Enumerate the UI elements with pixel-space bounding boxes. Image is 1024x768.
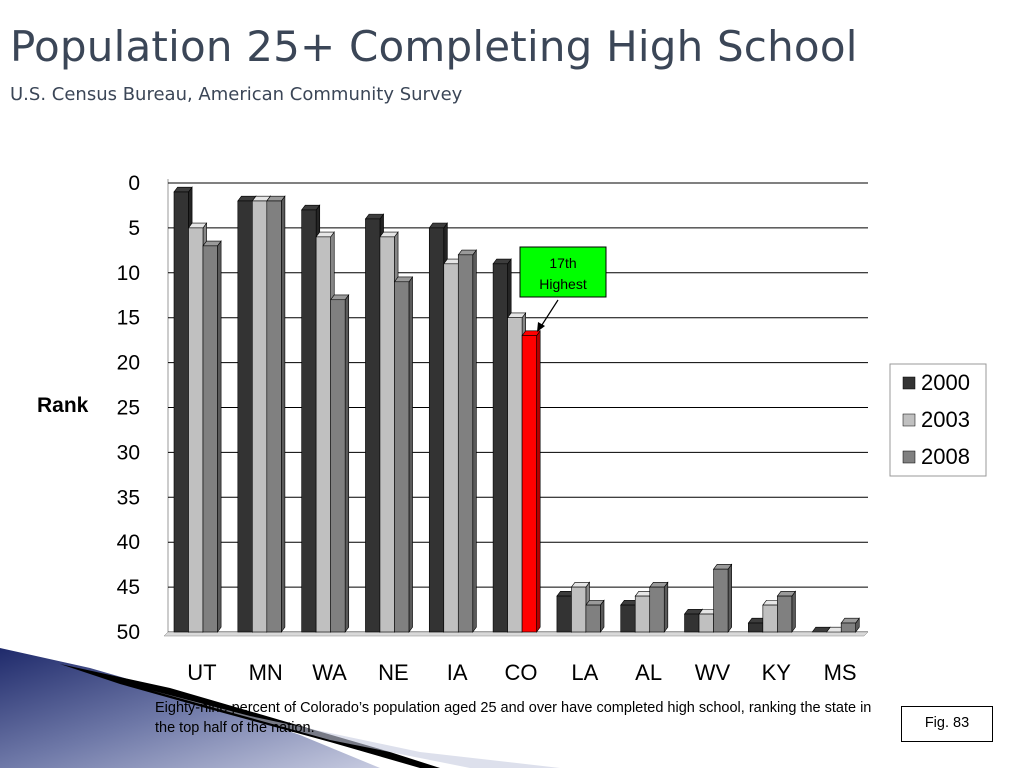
caption-text: Eighty-nine percent of Colorado’s popula… (155, 700, 872, 736)
figure-label: Fig. 83 (924, 715, 970, 731)
x-tick-label: WA (312, 660, 347, 685)
y-tick-label: 20 (117, 352, 140, 375)
bar-KY-2008 (776, 590, 797, 633)
y-tick-label: 10 (117, 262, 140, 285)
bar-MN-2008 (266, 195, 286, 633)
x-tick-label: KY (762, 660, 792, 685)
chart-floor (163, 631, 869, 637)
bar-MS-2008 (840, 617, 860, 633)
y-tick-label: 45 (117, 576, 140, 599)
x-axis-ticks: UT MN WA NE IA CO LA AL WV KY MS (187, 660, 856, 685)
bar-UT-2008 (202, 240, 222, 633)
slide-subtitle: U.S. Census Bureau, American Community S… (10, 84, 463, 105)
x-tick-label: WV (695, 660, 731, 685)
legend-swatch-2003 (902, 413, 916, 427)
y-tick-label: 40 (117, 531, 140, 554)
bar-LA-2008 (585, 599, 605, 633)
legend: 2000 2003 2008 (889, 363, 987, 477)
bar-WA-2008 (330, 294, 350, 633)
y-tick-label: 5 (128, 217, 140, 240)
bar-WV-2008 (712, 563, 733, 633)
x-tick-label: UT (187, 660, 216, 685)
x-tick-label: AL (635, 660, 662, 685)
bar-NE-2008 (393, 276, 414, 633)
x-tick-label: IA (447, 660, 468, 685)
annotation-line1: 17th (549, 255, 576, 271)
y-tick-label: 25 (117, 397, 140, 420)
legend-label-2003: 2003 (921, 407, 970, 432)
x-tick-label: MS (824, 660, 857, 685)
legend-label-2000: 2000 (921, 370, 970, 395)
y-axis-label: Rank (37, 394, 89, 417)
annotation-callout: 17th Highest (519, 246, 607, 332)
rank-bar-chart: 0 5 10 15 20 25 30 35 40 45 50 UT MN WA NE IA CO LA AL WV K… (37, 172, 987, 685)
y-tick-label: 50 (117, 621, 140, 644)
bar-AL-2008 (649, 581, 669, 633)
legend-label-2008: 2008 (921, 444, 970, 469)
y-tick-label: 35 (117, 486, 140, 509)
x-tick-label: NE (378, 660, 409, 685)
y-tick-label: 15 (117, 307, 140, 330)
annotation-line2: Highest (539, 276, 587, 292)
annotation-arrow (539, 299, 559, 329)
x-tick-label: MN (249, 660, 283, 685)
x-tick-label: LA (571, 660, 598, 685)
legend-swatch-2008 (902, 450, 916, 464)
figure-label-box: Fig. 83 (901, 706, 993, 742)
bar-CO-2008 (521, 329, 541, 633)
legend-swatch-2000 (902, 376, 916, 390)
annotation-arrowhead (537, 322, 545, 332)
y-tick-label: 0 (128, 172, 140, 195)
annotation-box (519, 246, 607, 298)
bar-IA-2008 (457, 249, 477, 633)
bars (173, 186, 860, 633)
x-tick-label: CO (505, 660, 538, 685)
y-tick-label: 30 (117, 441, 140, 464)
y-axis-ticks: 0 5 10 15 20 25 30 35 40 45 50 (117, 172, 140, 644)
slide-title: Population 25+ Completing High School (10, 22, 858, 71)
